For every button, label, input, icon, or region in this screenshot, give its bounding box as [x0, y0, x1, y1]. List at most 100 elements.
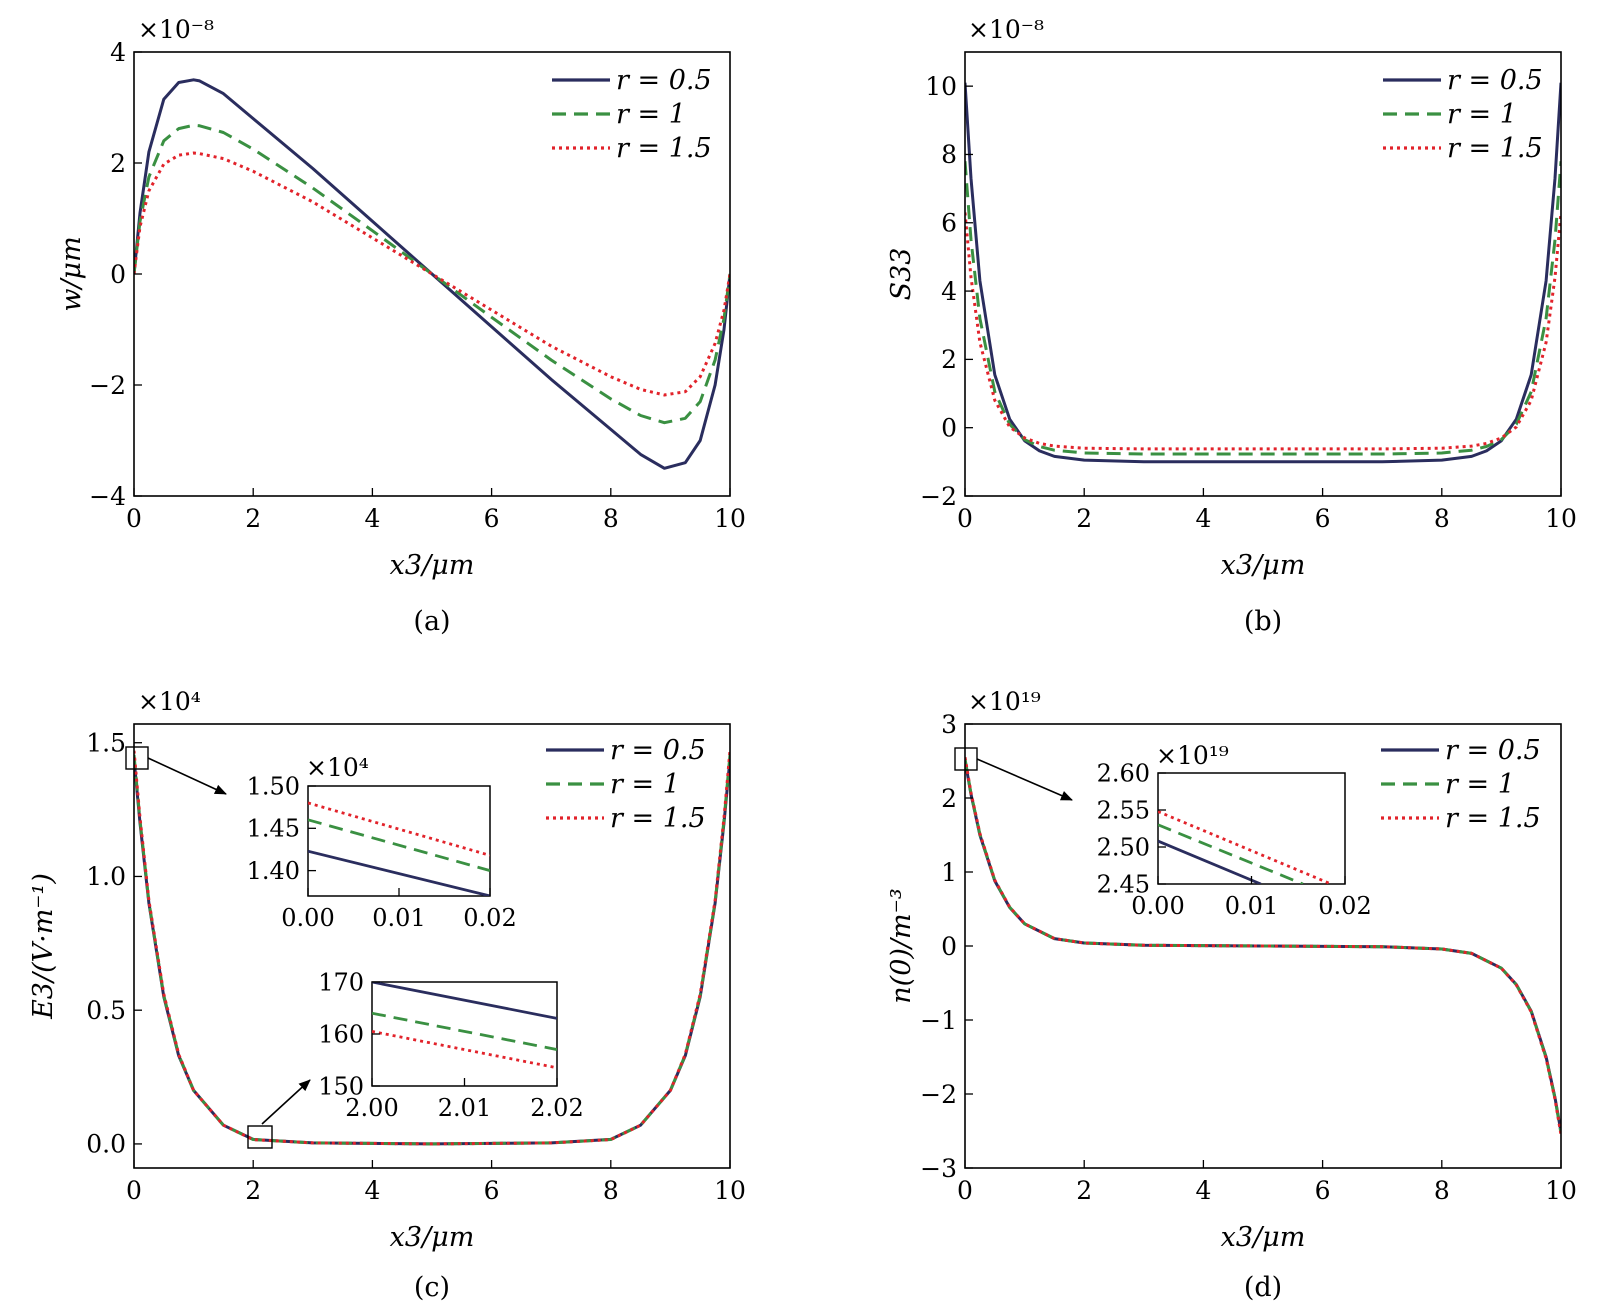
panel-b-xtick-label: 0 — [957, 504, 973, 533]
panel-d-multiplier: ×10¹⁹ — [968, 687, 1041, 716]
panel-d-inset-1-multiplier: ×10¹⁹ — [1156, 741, 1229, 770]
panel-c-inset-1-ytick-label: 1.50 — [247, 772, 300, 800]
panel-c-legend-label-r05: r = 0.5 — [610, 735, 706, 766]
panel-a: 0 2 4 6 8 10 −4 −2 0 2 4 ×10⁻⁸ x3/μm w/μm (a) r = … — [56, 15, 746, 637]
panel-b-ylabel: S33 — [886, 248, 917, 301]
panel-d-ytick-label: 1 — [941, 858, 957, 887]
panel-d-curves — [965, 757, 1561, 1135]
panel-a-xtick-label: 6 — [484, 504, 500, 533]
panel-c-xlabel: x3/μm — [390, 1222, 475, 1253]
panel-d-ytick-label: 3 — [941, 710, 957, 739]
panel-b-series-r1 — [965, 161, 1561, 456]
panel-d-xtick-label: 8 — [1434, 1176, 1450, 1205]
panel-b-ytick-label: −2 — [920, 482, 957, 511]
panel-d-inset-1-ytick-label: 2.50 — [1097, 833, 1150, 861]
panel-a-ytick-label: 0 — [110, 260, 126, 289]
panel-c-inset-1-frame — [307, 785, 491, 897]
panel-d-ytick-label: 2 — [941, 784, 957, 813]
panel-b-xlabel: x3/μm — [1221, 550, 1306, 581]
panel-c-legend-label-r15: r = 1.5 — [610, 803, 706, 834]
panel-b-ytick-label: 0 — [941, 413, 957, 442]
panel-b-xtick-label: 10 — [1545, 504, 1577, 533]
panel-d-legend: r = 0.5r = 1r = 1.5 — [1381, 735, 1541, 834]
panel-a-legend-label-r1: r = 1 — [616, 99, 686, 130]
panel-c-inset-2-ytick-label: 160 — [318, 1020, 364, 1048]
panel-c-ytick-label: 1.5 — [86, 728, 126, 757]
panel-c-arrow-2 — [261, 1079, 311, 1125]
panel-b-ytick-label: 4 — [941, 277, 957, 306]
panel-b-multiplier: ×10⁻⁸ — [968, 15, 1044, 44]
panel-a-ytick-label: −4 — [89, 482, 126, 511]
panel-c-arrow-1 — [147, 757, 227, 795]
panel-c-inset-2-curves — [372, 982, 557, 1070]
panel-c: 0 2 4 6 8 10 0.0 0.5 1.0 1.5 ×10⁴ x3/μm E3/(V·m⁻¹… — [28, 687, 746, 1303]
panel-c-inset-1-multiplier: ×10⁴ — [306, 753, 369, 782]
panel-c-frame — [133, 723, 731, 1169]
panel-c-inset-1-curves — [308, 801, 490, 896]
panel-c-inset-1-xtick-label: 0.00 — [281, 904, 334, 932]
panel-b-ytick-label: 8 — [941, 140, 957, 169]
panel-b-legend-label-r05: r = 0.5 — [1447, 65, 1543, 96]
panel-d-inset-1-ticks: 0.00 0.01 0.02 2.45 2.50 2.55 2.60 — [1097, 759, 1372, 920]
panel-d-ylabel: n(0)/m⁻³ — [886, 888, 917, 1003]
panel-d: 0 2 4 6 8 10 −3 −2 −1 0 1 2 3 ×10¹⁹ x3/μm n(0)/m⁻³ (… — [886, 687, 1577, 1303]
panel-c-inset-1-series-r1 — [308, 818, 490, 872]
panel-b-xtick-label: 2 — [1076, 504, 1092, 533]
panel-d-annotations — [954, 747, 1073, 801]
panel-d-inset-1-xtick-label: 0.00 — [1131, 892, 1184, 920]
panel-c-inset-2-xtick-label: 2.00 — [345, 1094, 398, 1122]
panel-c-zoom-box-1 — [125, 746, 149, 770]
panel-d-inset-1-xtick-label: 0.01 — [1225, 892, 1278, 920]
panel-a-series-r05 — [134, 78, 730, 470]
panel-c-xtick-label: 4 — [364, 1176, 380, 1205]
panel-c-inset-2-series-r1 — [372, 1011, 557, 1051]
panel-c-inset-2-ticks: 2.00 2.01 2.02 150 160 170 — [318, 968, 584, 1122]
panel-b-legend: r = 0.5r = 1r = 1.5 — [1383, 65, 1543, 164]
panel-d-legend-label-r05: r = 0.5 — [1445, 735, 1541, 766]
panel-a-ytick-label: 2 — [110, 149, 126, 178]
panel-c-ytick-label: 1.0 — [86, 862, 126, 891]
panel-a-ticks: 0 2 4 6 8 10 −4 −2 0 2 4 — [89, 38, 746, 533]
panel-c-caption: (c) — [414, 1272, 450, 1303]
panel-c-annotations — [125, 746, 311, 1149]
panel-c-inset-2-ytick-label: 150 — [318, 1072, 364, 1100]
panel-d-xtick-label: 10 — [1545, 1176, 1577, 1205]
panel-b-xtick-label: 6 — [1315, 504, 1331, 533]
panel-b-xtick-label: 4 — [1195, 504, 1211, 533]
panel-a-xlabel: x3/μm — [390, 550, 475, 581]
panel-a-xtick-label: 10 — [714, 504, 746, 533]
panel-c-legend: r = 0.5r = 1r = 1.5 — [546, 735, 706, 834]
panel-d-inset-1-series-r15 — [1158, 810, 1332, 884]
panel-b-ytick-label: 10 — [925, 72, 957, 101]
panel-a-multiplier: ×10⁻⁸ — [138, 15, 214, 44]
panel-c-ylabel: E3/(V·m⁻¹) — [28, 873, 59, 1020]
panel-d-ytick-label: −1 — [920, 1006, 957, 1035]
panel-b-curves — [965, 82, 1561, 464]
panel-d-legend-label-r1: r = 1 — [1445, 769, 1515, 800]
panel-c-inset-1: 0.00 0.01 0.02 1.40 1.45 1.50 ×10⁴ — [247, 753, 517, 932]
panel-d-inset-1-curves — [1158, 810, 1332, 884]
panel-c-inset-2: 2.00 2.01 2.02 150 160 170 — [318, 968, 584, 1122]
panel-c-xtick-label: 8 — [603, 1176, 619, 1205]
panel-c-xtick-label: 0 — [126, 1176, 142, 1205]
panel-a-legend: r = 0.5r = 1r = 1.5 — [552, 65, 712, 164]
panel-a-ylabel: w/μm — [56, 236, 87, 311]
panel-c-curves — [134, 750, 730, 1146]
panel-c-inset-2-xtick-label: 2.01 — [438, 1094, 491, 1122]
panel-a-xtick-label: 4 — [364, 504, 380, 533]
panel-c-inset-1-xtick-label: 0.02 — [463, 904, 516, 932]
panel-d-xlabel: x3/μm — [1221, 1222, 1306, 1253]
panel-c-zoom-box-2 — [247, 1125, 273, 1149]
panel-d-ytick-label: −3 — [920, 1154, 957, 1183]
panel-d-ytick-label: 0 — [941, 932, 957, 961]
panel-a-curves — [134, 78, 730, 470]
panel-c-legend-label-r1: r = 1 — [610, 769, 680, 800]
panel-d-inset-1-ytick-label: 2.60 — [1097, 759, 1150, 787]
panel-b-legend-label-r1: r = 1 — [1447, 99, 1517, 130]
panel-c-ticks: 0 2 4 6 8 10 0.0 0.5 1.0 1.5 — [86, 728, 746, 1205]
panel-c-inset-1-xtick-label: 0.01 — [372, 904, 425, 932]
panel-c-inset-1-series-r05 — [308, 849, 490, 896]
panel-a-series-r1 — [134, 123, 730, 425]
